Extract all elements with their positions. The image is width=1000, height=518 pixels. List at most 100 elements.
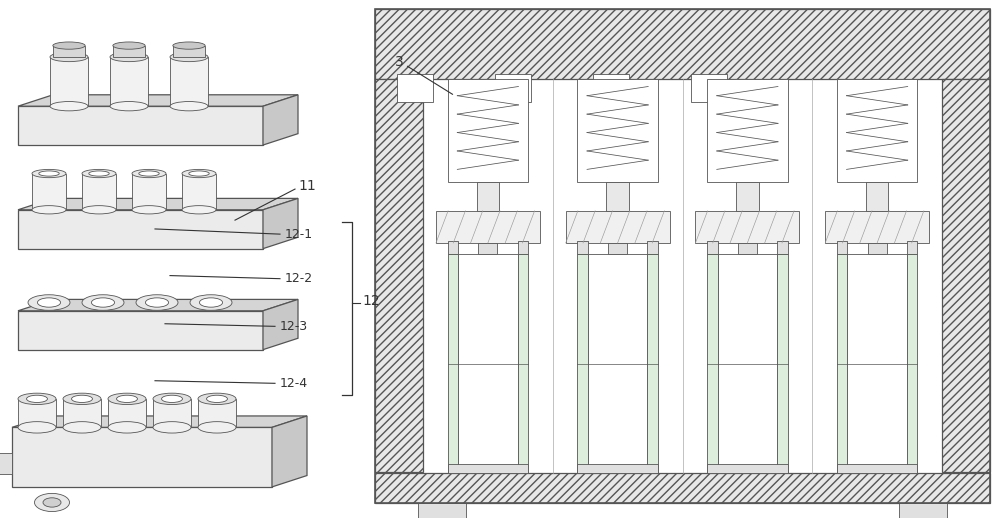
Ellipse shape [110,52,148,62]
Ellipse shape [189,171,209,176]
Bar [448,464,528,473]
Polygon shape [18,198,298,210]
Ellipse shape [28,295,70,310]
Bar [707,254,718,473]
Bar [899,503,947,518]
Bar [198,399,236,427]
Ellipse shape [72,395,92,402]
Ellipse shape [117,395,137,402]
Bar [907,254,917,473]
Ellipse shape [18,422,56,433]
Bar [32,174,66,210]
Bar [736,182,759,211]
Bar [608,243,627,254]
Ellipse shape [132,169,166,178]
Bar [113,46,145,57]
Text: 3: 3 [395,55,404,69]
Ellipse shape [136,295,178,310]
Ellipse shape [113,42,145,49]
Ellipse shape [170,102,208,111]
Bar [777,241,788,254]
Ellipse shape [145,298,169,307]
Ellipse shape [108,393,146,405]
Bar [837,79,917,182]
Bar [182,174,216,210]
Bar [577,79,658,182]
Bar [375,9,990,79]
Ellipse shape [190,295,232,310]
Bar [50,57,88,106]
Ellipse shape [34,493,70,512]
Text: 12-1: 12-1 [285,227,313,241]
Polygon shape [263,299,298,350]
Bar [707,79,788,182]
Bar [718,254,777,473]
Bar [707,464,788,473]
Ellipse shape [108,422,146,433]
Bar [825,211,929,243]
Bar [837,254,847,473]
Bar [837,241,847,254]
Bar [436,211,540,243]
Ellipse shape [82,206,116,214]
Ellipse shape [82,169,116,178]
Ellipse shape [63,422,101,433]
Bar [375,79,423,472]
Ellipse shape [153,422,191,433]
Ellipse shape [50,52,88,62]
Polygon shape [12,416,307,427]
Ellipse shape [39,171,59,176]
Bar [375,9,990,503]
Bar [866,182,888,211]
Ellipse shape [199,298,223,307]
Ellipse shape [132,206,166,214]
Bar [448,79,528,182]
Bar [695,211,799,243]
Bar [777,254,788,473]
Bar [707,241,718,254]
Bar [577,241,588,254]
Bar [647,254,658,473]
Bar [18,399,56,427]
Bar [868,243,887,254]
Ellipse shape [139,171,159,176]
Bar [518,254,528,473]
Ellipse shape [182,206,216,214]
Ellipse shape [89,171,109,176]
Text: 12: 12 [362,294,380,309]
Polygon shape [263,95,298,145]
Bar [738,243,757,254]
Ellipse shape [170,52,208,62]
Ellipse shape [32,206,66,214]
Ellipse shape [182,169,216,178]
Ellipse shape [53,42,85,49]
Bar [18,311,263,350]
Bar [593,74,629,102]
Bar [847,254,907,473]
Polygon shape [18,299,298,311]
Ellipse shape [63,393,101,405]
Polygon shape [18,95,298,106]
Ellipse shape [162,395,182,402]
Bar [458,254,518,473]
Bar [173,46,205,57]
Bar [170,57,208,106]
Bar [375,473,990,503]
Ellipse shape [18,393,56,405]
Bar [477,182,499,211]
Bar [132,174,166,210]
Bar [18,106,263,145]
Text: 11: 11 [298,179,316,194]
Bar [0,453,12,474]
Bar [647,241,658,254]
Bar [495,74,531,102]
Bar [907,241,917,254]
Bar [63,399,101,427]
Bar [448,241,458,254]
Bar [18,210,263,249]
Bar [942,79,990,472]
Bar [82,174,116,210]
Bar [418,503,466,518]
Ellipse shape [198,422,236,433]
Bar [110,57,148,106]
